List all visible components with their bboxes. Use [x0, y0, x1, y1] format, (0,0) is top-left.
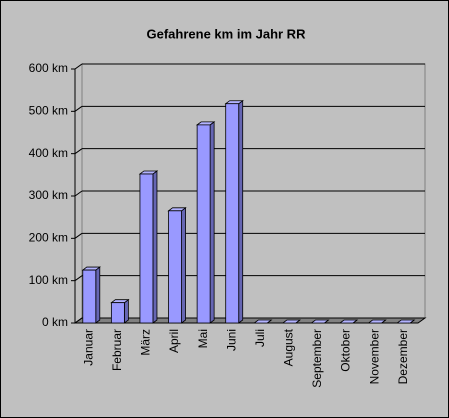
bar-top	[281, 319, 302, 324]
x-tick-label: August	[282, 328, 296, 366]
bar-top	[396, 319, 416, 324]
y-tick-label: 100 km	[29, 273, 68, 287]
y-tick-label: 300 km	[29, 188, 68, 202]
bar	[139, 173, 154, 324]
bar-top	[253, 319, 273, 324]
y-tick-label: 0 km	[42, 315, 68, 329]
grid-line-side	[74, 148, 83, 155]
x-tick-label: September	[310, 329, 324, 388]
bar	[110, 302, 125, 324]
x-tick-label: April	[167, 329, 181, 353]
y-tick-label: 200 km	[29, 231, 68, 245]
x-tick-label: Mai	[196, 329, 210, 348]
grid-line-side	[74, 190, 83, 197]
bar-top	[367, 319, 387, 324]
grid-line-side	[74, 275, 83, 282]
x-tick-label: Dezember	[396, 329, 410, 384]
grid-line-side	[74, 317, 83, 324]
bar	[196, 124, 211, 324]
y-tick-label: 600 km	[29, 61, 68, 75]
x-tick-label: März	[139, 329, 153, 356]
bar-top	[310, 319, 330, 324]
bar-side	[95, 266, 101, 324]
x-tick-label: Juli	[253, 329, 267, 347]
bar-side	[152, 170, 158, 324]
bar-side	[181, 207, 186, 324]
x-tick-label: Februar	[110, 329, 124, 371]
grid-line-side	[74, 63, 83, 70]
bar-side	[123, 298, 129, 324]
bar	[225, 103, 240, 324]
x-tick-label: Oktober	[339, 329, 353, 372]
y-tick-label: 500 km	[29, 104, 68, 118]
grid-line-side	[74, 105, 83, 112]
bar-side	[238, 99, 244, 324]
x-tick-label: Juni	[224, 329, 238, 351]
x-tick-label: Januar	[81, 329, 95, 366]
bar	[168, 210, 182, 324]
bar-side	[209, 121, 215, 324]
x-tick-label: November	[367, 329, 381, 384]
y-tick-label: 400 km	[29, 146, 68, 160]
chart-title: Gefahrene km im Jahr RR	[147, 26, 307, 41]
bar-top	[338, 319, 359, 324]
bar	[82, 269, 97, 324]
grid-line-side	[74, 232, 83, 239]
